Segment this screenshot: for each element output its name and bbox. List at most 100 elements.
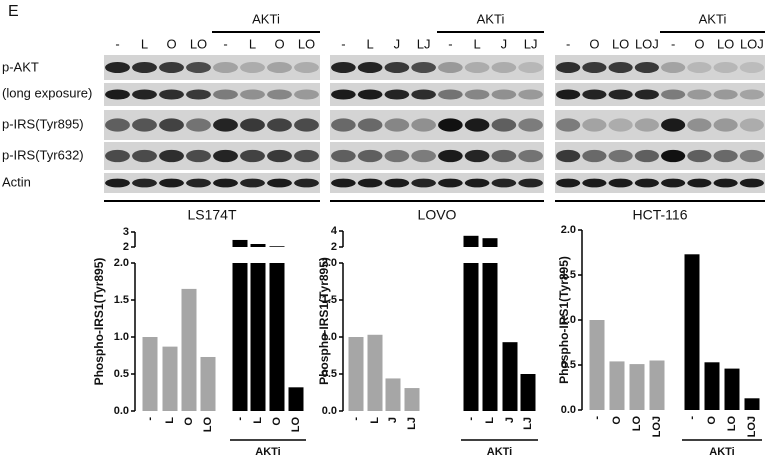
lane-label: O bbox=[589, 36, 599, 51]
bar bbox=[649, 360, 665, 410]
blot-band bbox=[240, 62, 265, 73]
blot-band bbox=[582, 149, 607, 163]
bar bbox=[520, 374, 536, 411]
blot-band bbox=[438, 149, 463, 163]
y-tick-label: 0.5 bbox=[561, 359, 576, 371]
blot-band bbox=[556, 178, 581, 188]
blot-band bbox=[608, 178, 633, 188]
blot-band bbox=[267, 62, 292, 73]
blot-band bbox=[518, 62, 543, 73]
blot-band bbox=[661, 178, 686, 188]
blot-band bbox=[661, 62, 686, 73]
bar bbox=[200, 356, 216, 411]
blot-band bbox=[491, 62, 517, 73]
blot-band bbox=[294, 62, 319, 73]
lane-label: LO bbox=[190, 36, 207, 51]
blot-band bbox=[582, 178, 607, 188]
x-tick-label: - bbox=[591, 416, 603, 420]
blot-band bbox=[608, 62, 633, 73]
blot-band bbox=[240, 149, 265, 163]
y-tick-label: 0.5 bbox=[322, 368, 337, 380]
bar bbox=[404, 388, 420, 411]
blot-band bbox=[411, 62, 436, 73]
y-axis-label: Phospho-IRS1(Tyr895) bbox=[557, 256, 571, 384]
blot-band bbox=[464, 149, 490, 163]
bar bbox=[589, 320, 605, 410]
bar-upper bbox=[269, 246, 285, 247]
bar bbox=[385, 378, 401, 411]
blot-band bbox=[294, 118, 319, 132]
lane-label: LO bbox=[717, 36, 734, 51]
row-label: (long exposure) bbox=[2, 85, 92, 100]
blot-band bbox=[213, 178, 238, 188]
blot-band bbox=[331, 62, 356, 73]
blot-band bbox=[132, 178, 157, 188]
x-tick-label: - bbox=[350, 417, 362, 421]
bar bbox=[142, 337, 158, 411]
row-label: p-IRS(Tyr895) bbox=[2, 116, 84, 131]
blot-band bbox=[186, 149, 211, 163]
group-label: AKTi bbox=[477, 11, 505, 26]
lane-label: L bbox=[367, 36, 374, 51]
blot-band bbox=[186, 89, 211, 100]
blot-band bbox=[438, 62, 463, 73]
y-tick-label: 0.0 bbox=[561, 404, 576, 416]
x-tick-label: O bbox=[183, 417, 195, 426]
blot-band bbox=[384, 118, 410, 132]
blot-band bbox=[105, 62, 130, 73]
bar-upper bbox=[232, 239, 248, 247]
blot-band bbox=[713, 178, 738, 188]
bar bbox=[704, 362, 720, 410]
lane-label: - bbox=[341, 36, 345, 51]
y-tick-label: 2.0 bbox=[561, 224, 576, 236]
blot-strip bbox=[104, 83, 320, 106]
x-tick-label: L bbox=[369, 417, 381, 424]
y-tick-label: 1.5 bbox=[114, 294, 129, 306]
bar bbox=[250, 263, 266, 411]
blot-band bbox=[634, 178, 659, 188]
blot-band bbox=[357, 149, 383, 163]
blot-band bbox=[518, 178, 543, 188]
x-tick-label: L bbox=[252, 417, 264, 424]
x-tick-label: O bbox=[611, 416, 623, 425]
blot-band bbox=[411, 149, 436, 163]
lane-label: L bbox=[249, 36, 256, 51]
blot-band bbox=[384, 89, 410, 100]
blot-band bbox=[240, 118, 265, 132]
blot-band bbox=[240, 89, 265, 100]
x-tick-label: LOJ bbox=[746, 416, 758, 437]
blot-band bbox=[491, 89, 517, 100]
x-tick-label: LO bbox=[290, 417, 302, 433]
lane-label: LJ bbox=[524, 36, 538, 51]
y-tick-label: 2 bbox=[331, 241, 337, 253]
cell-line-label: HCT-116 bbox=[633, 207, 688, 223]
row-label: p-AKT bbox=[2, 59, 39, 74]
lane-label: - bbox=[115, 36, 119, 51]
blot-band bbox=[294, 89, 319, 100]
bar bbox=[288, 387, 304, 411]
x-tick-label: - bbox=[686, 416, 698, 420]
x-tick-label: - bbox=[234, 417, 246, 421]
blot-band bbox=[357, 178, 383, 188]
blot-strip bbox=[330, 83, 544, 106]
lane-label: J bbox=[501, 36, 508, 51]
blot-band bbox=[713, 89, 738, 100]
blot-band bbox=[357, 89, 383, 100]
blot-band bbox=[294, 178, 319, 188]
blot-band bbox=[556, 149, 581, 163]
x-tick-label: LOJ bbox=[651, 416, 663, 437]
cell-line-label: LS174T bbox=[187, 207, 236, 223]
y-tick-label: 3 bbox=[123, 226, 129, 238]
y-tick-label: 4 bbox=[331, 225, 338, 237]
blot-band bbox=[132, 118, 157, 132]
bar bbox=[269, 263, 285, 411]
lane-label: LOJ bbox=[635, 36, 659, 51]
x-tick-label: O bbox=[706, 416, 718, 425]
x-tick-label: LO bbox=[202, 417, 214, 433]
blot-band bbox=[438, 178, 463, 188]
blot-band bbox=[132, 62, 157, 73]
x-tick-label: - bbox=[144, 417, 156, 421]
lane-label: LO bbox=[612, 36, 629, 51]
x-tick-label: LO bbox=[631, 416, 643, 432]
blot-band bbox=[491, 178, 517, 188]
